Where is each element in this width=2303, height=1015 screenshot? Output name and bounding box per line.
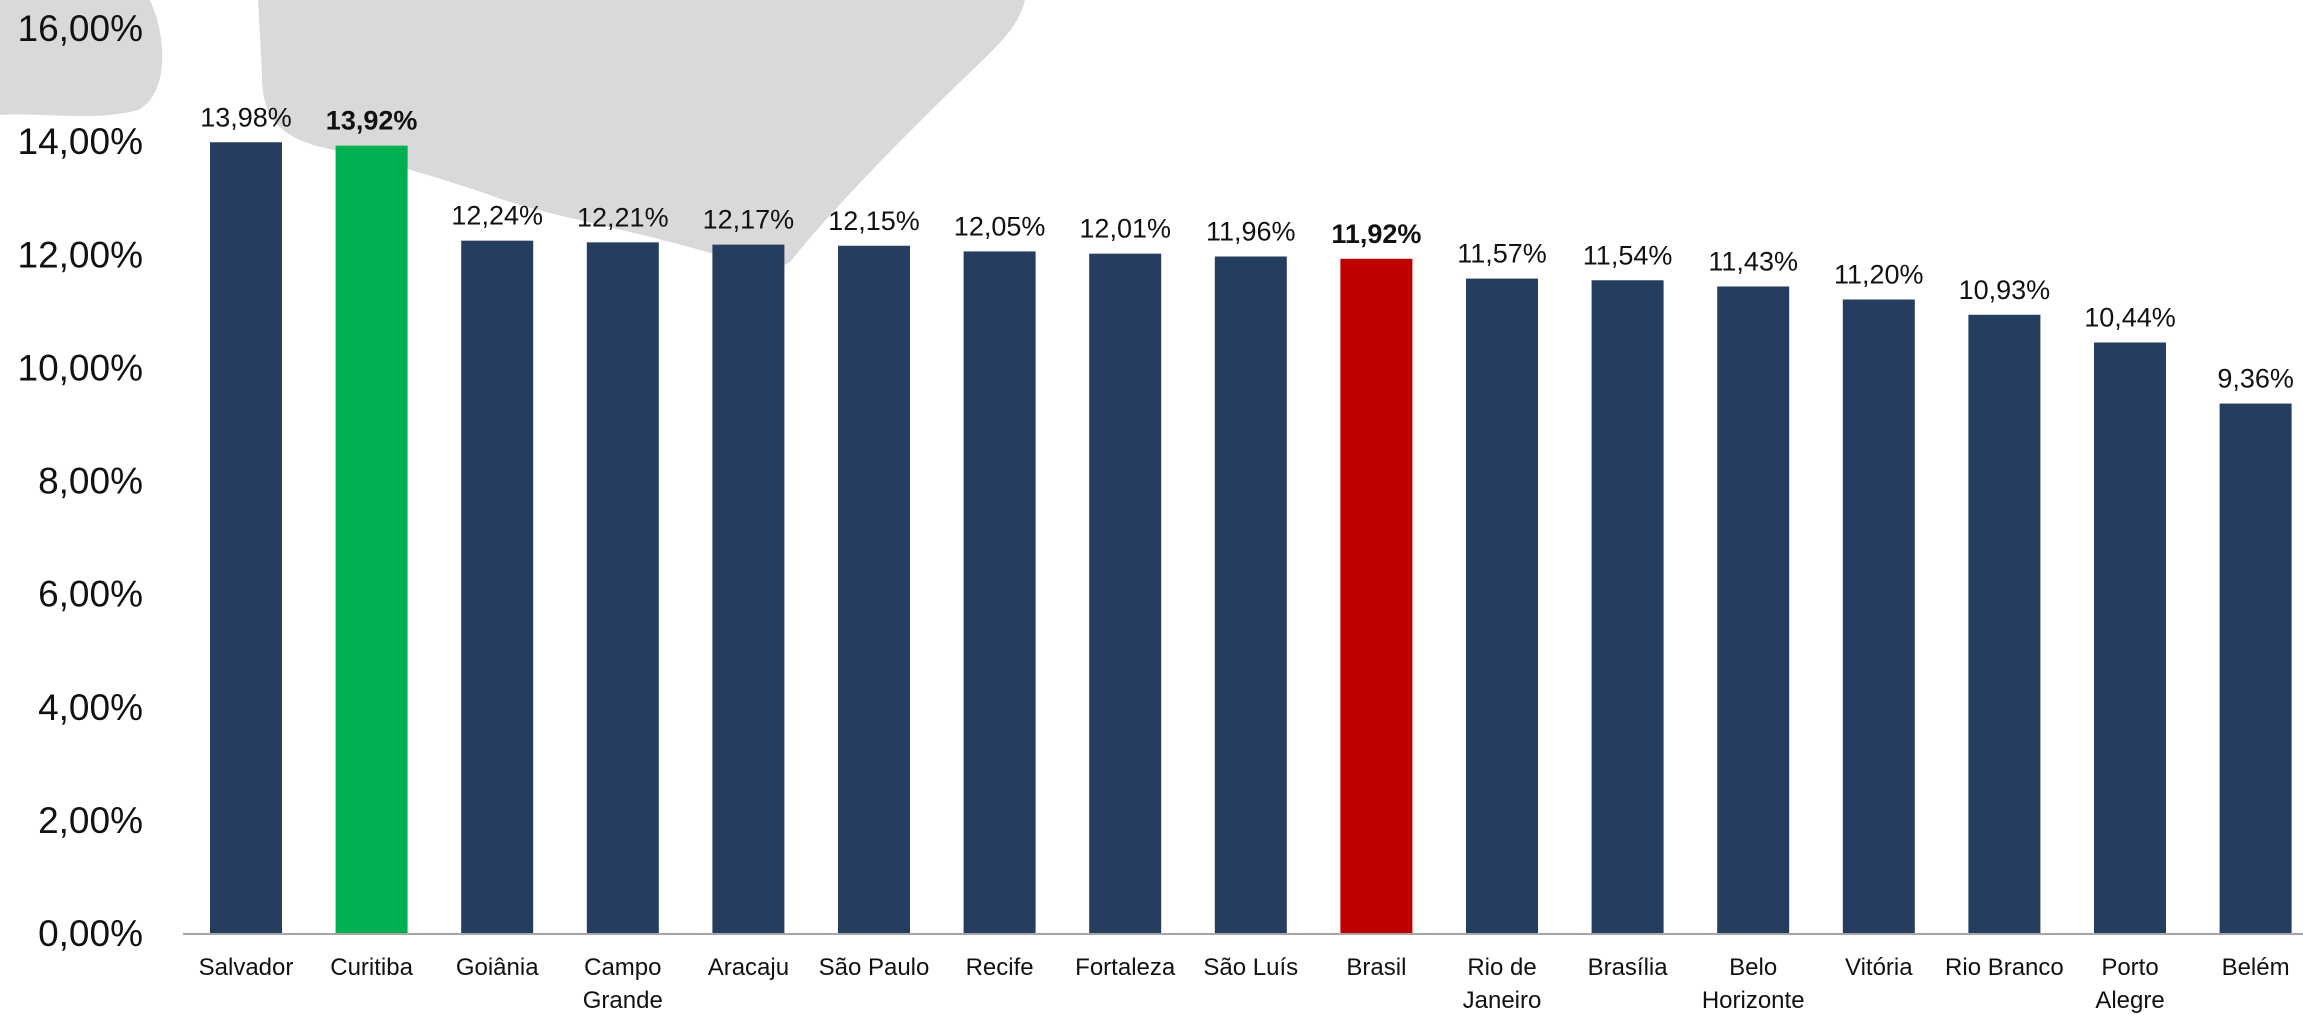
x-tick-label: Brasília bbox=[1588, 954, 1669, 981]
data-label: 11,54% bbox=[1583, 240, 1673, 270]
bars bbox=[210, 142, 2292, 934]
background-decoration bbox=[0, 0, 1025, 269]
bar bbox=[1717, 286, 1790, 934]
bar bbox=[1842, 299, 1915, 933]
data-label: 13,98% bbox=[200, 102, 292, 132]
data-label: 11,20% bbox=[1834, 260, 1924, 290]
bar bbox=[335, 145, 408, 933]
data-label: 9,36% bbox=[2217, 364, 2294, 394]
y-tick-label: 16,00% bbox=[18, 8, 144, 49]
x-tick-label: Recife bbox=[966, 954, 1034, 981]
bar bbox=[2219, 403, 2292, 933]
background-shape-right bbox=[258, 0, 1025, 269]
x-tick-label: Belém bbox=[2222, 954, 2290, 981]
x-tick-label: Goiânia bbox=[456, 954, 539, 981]
data-label: 12,21% bbox=[577, 202, 669, 232]
x-axis-ticks: Salvador Curitiba Goiânia Campo Grande Aracaj… bbox=[199, 954, 2290, 1014]
x-tick-label: Belo Horizonte bbox=[1702, 954, 1805, 1014]
data-label: 13,92% bbox=[326, 106, 418, 136]
y-tick-label: 10,00% bbox=[18, 347, 144, 388]
x-tick-label: Salvador bbox=[199, 954, 294, 981]
y-tick-label: 12,00% bbox=[18, 234, 144, 275]
data-label: 12,15% bbox=[828, 206, 920, 236]
x-tick-label: Porto Alegre bbox=[2095, 954, 2164, 1014]
y-tick-label: 4,00% bbox=[38, 687, 143, 728]
y-axis-ticks: 0,00% 2,00% 4,00% 6,00% 8,00% 10,00% 12,00% 14,… bbox=[18, 8, 144, 954]
bar bbox=[586, 242, 659, 933]
x-tick-label: Rio Branco bbox=[1945, 954, 2064, 981]
x-tick-label: Curitiba bbox=[330, 954, 413, 981]
bar bbox=[210, 142, 282, 934]
data-labels: 13,98% 13,92% 12,24% 12,21% 12,17% 12,15% 12,0… bbox=[200, 102, 2294, 393]
bar bbox=[1466, 278, 1538, 933]
data-label: 12,01% bbox=[1079, 214, 1171, 244]
bar bbox=[838, 245, 910, 933]
x-tick-label: Campo Grande bbox=[583, 954, 663, 1014]
x-tick-label: São Luís bbox=[1203, 954, 1298, 981]
data-label: 11,57% bbox=[1457, 239, 1547, 269]
data-label: 10,93% bbox=[1959, 275, 2051, 305]
data-label: 11,96% bbox=[1206, 217, 1296, 247]
data-label: 12,17% bbox=[703, 205, 795, 235]
bar bbox=[1340, 258, 1413, 933]
bar bbox=[1089, 253, 1162, 933]
x-tick-label: Fortaleza bbox=[1075, 954, 1176, 981]
data-label: 11,43% bbox=[1708, 246, 1798, 276]
y-tick-label: 0,00% bbox=[38, 913, 143, 954]
x-tick-label: Aracaju bbox=[708, 954, 789, 981]
y-tick-label: 2,00% bbox=[38, 800, 143, 841]
data-label: 12,05% bbox=[954, 211, 1046, 241]
background-shape-left bbox=[0, 0, 163, 117]
x-tick-label: Brasil bbox=[1346, 954, 1406, 981]
y-tick-label: 14,00% bbox=[18, 121, 144, 162]
bar bbox=[461, 240, 534, 934]
y-tick-label: 8,00% bbox=[38, 461, 143, 502]
bar bbox=[1591, 280, 1664, 933]
data-label: 12,24% bbox=[451, 201, 543, 231]
bar bbox=[712, 244, 785, 933]
y-tick-label: 6,00% bbox=[38, 574, 143, 615]
x-tick-label: Vitória bbox=[1845, 954, 1913, 981]
bar bbox=[2094, 342, 2166, 933]
x-tick-label: Rio de Janeiro bbox=[1463, 954, 1542, 1014]
bar bbox=[963, 251, 1036, 933]
data-label: 11,92% bbox=[1331, 219, 1421, 249]
bar bbox=[1968, 314, 2041, 934]
x-tick-label: São Paulo bbox=[819, 954, 930, 981]
bar bbox=[1214, 256, 1287, 933]
data-label: 10,44% bbox=[2084, 302, 2176, 332]
